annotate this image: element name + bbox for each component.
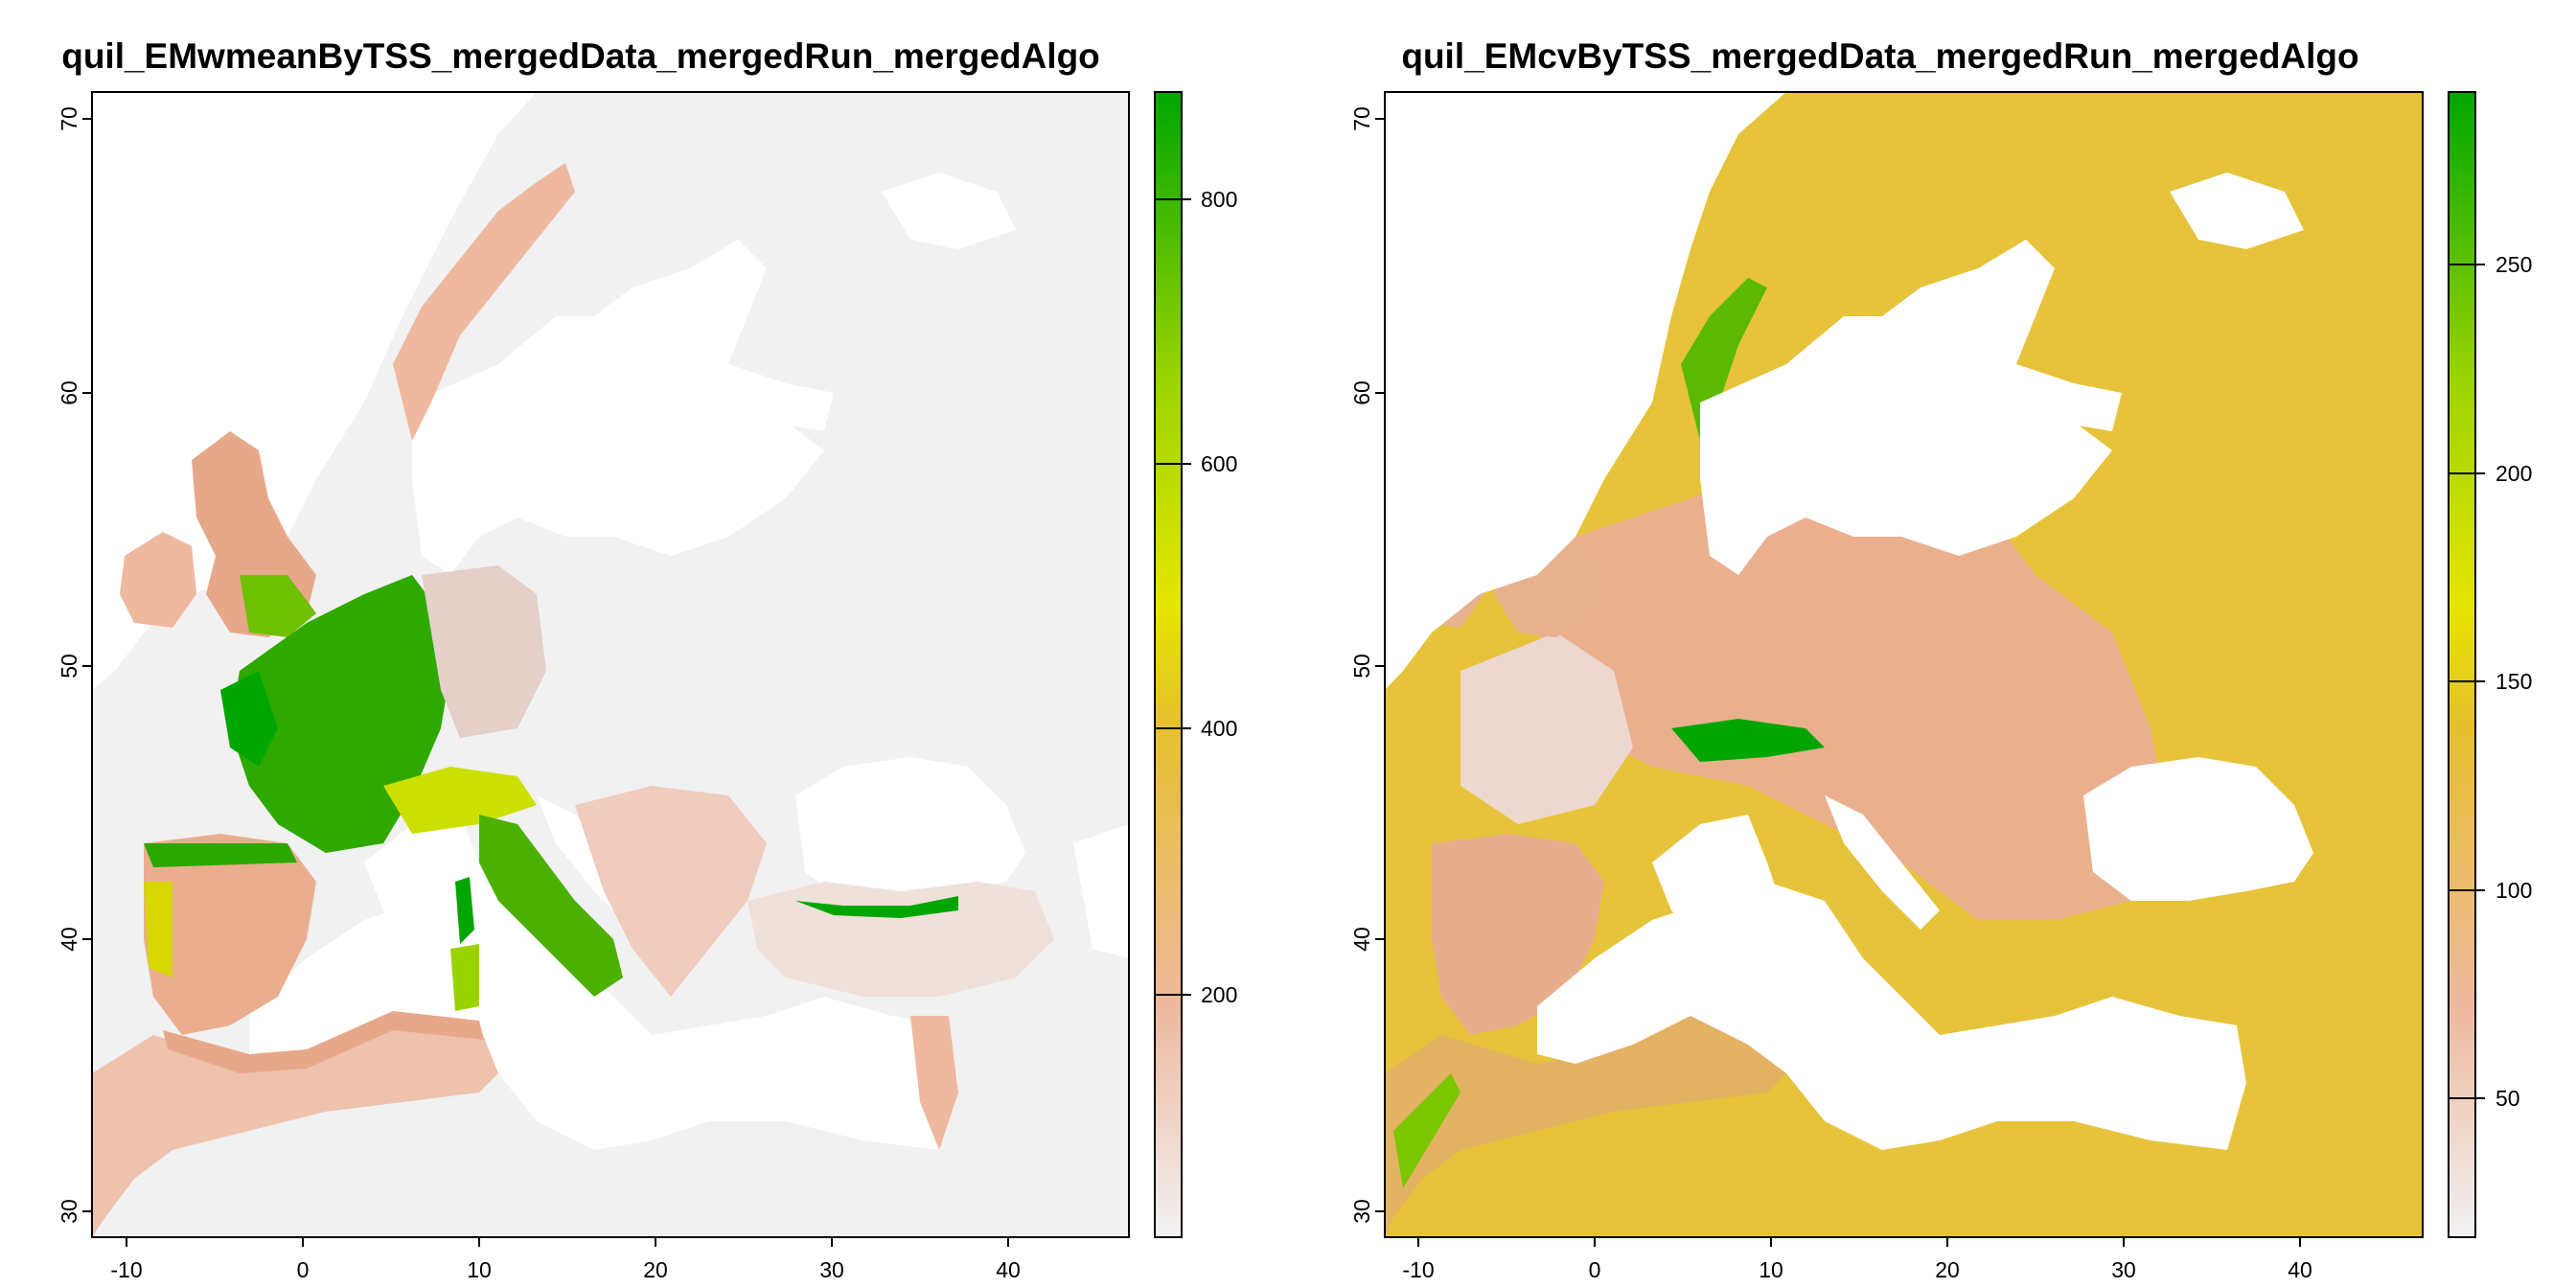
- sea-white: [882, 172, 1016, 249]
- colorbar-tick-label: 600: [1201, 451, 1237, 476]
- sea-atlantic: [92, 92, 537, 690]
- map-panel-wmean: quil_EMwmeanByTSS_mergedData_mergedRun_m…: [57, 36, 1237, 1282]
- x-tick-label: 0: [297, 1257, 310, 1282]
- land-north-africa: [1385, 1016, 1786, 1237]
- land-alps: [1671, 719, 1825, 762]
- y-tick-label: 50: [1349, 654, 1374, 678]
- map-title: quil_EMcvByTSS_mergedData_mergedRun_merg…: [1401, 36, 2359, 76]
- y-tick-label: 50: [57, 654, 81, 678]
- sea-tyrrhenian: [1652, 815, 1786, 949]
- land-north-africa-coast: [163, 1011, 484, 1073]
- land-iberia-west: [144, 882, 172, 978]
- land-blacksea-south-coast: [795, 896, 958, 918]
- colorbar-ticks: [1155, 198, 1191, 996]
- land-levant: [910, 1016, 958, 1150]
- land-iberia-north: [144, 843, 297, 867]
- sea-black: [795, 757, 1025, 901]
- colorbar-tick-label: 50: [2496, 1086, 2520, 1111]
- map-figure: -10 0 10 20 30 40 30 40 50 60 70 2: [57, 91, 1237, 1282]
- sea-white: [2170, 172, 2304, 249]
- plot-frame: [1384, 91, 2424, 1238]
- y-tick-label: 30: [57, 1199, 81, 1224]
- sea-caspian: [1073, 824, 1129, 958]
- colorbar-tick-label: 200: [1201, 982, 1237, 1007]
- map-raster: [1385, 92, 2313, 1237]
- map-figure: -10 0 10 20 30 40 30 40 50 60 70 5: [1349, 91, 2532, 1282]
- x-axis: [1417, 1237, 2301, 1247]
- colorbar-ticks: [2449, 264, 2485, 1099]
- x-tick-label: 30: [2111, 1257, 2136, 1282]
- sea-atlantic: [1385, 92, 1786, 690]
- colorbar-tick-label: 800: [1201, 187, 1237, 212]
- land-sardinia: [450, 944, 479, 1011]
- colorbar-tick-label: 150: [2496, 669, 2532, 694]
- land-ireland: [120, 532, 196, 628]
- x-tick-label: 20: [1935, 1257, 1960, 1282]
- colorbar-tick-label: 200: [2496, 461, 2532, 486]
- sea-adriatic: [1825, 795, 1940, 930]
- land-west-pale: [1460, 632, 1633, 824]
- land-north-africa-coast: [1393, 1073, 1460, 1188]
- sea-baltic: [594, 240, 834, 431]
- sea-baltic: [1882, 240, 2122, 431]
- y-axis: [1375, 118, 1385, 1212]
- map-panel-cv: quil_EMcvByTSS_mergedData_mergedRun_merg…: [1288, 0, 2576, 1288]
- land-north-africa: [92, 1016, 498, 1237]
- colorbar: [1154, 91, 1183, 1238]
- y-tick-label: 60: [1349, 380, 1374, 405]
- map-raster: [92, 92, 1129, 1237]
- x-tick-label: 0: [1589, 1257, 1601, 1282]
- y-tick-label: 60: [57, 380, 81, 405]
- land-norway: [393, 163, 575, 441]
- x-tick-label: 20: [643, 1257, 668, 1282]
- x-tick-label: -10: [1402, 1257, 1434, 1282]
- y-tick-label: 30: [1349, 1199, 1374, 1224]
- sea-north: [1700, 316, 2112, 575]
- land-italy: [479, 815, 623, 997]
- land-iberia: [1432, 834, 1604, 1035]
- x-tick-label: -10: [110, 1257, 142, 1282]
- colorbar-tick-label: 100: [2496, 878, 2532, 903]
- x-tick-label: 10: [467, 1257, 492, 1282]
- sea-mediterranean: [1537, 882, 2246, 1150]
- sea-black: [2083, 757, 2313, 901]
- y-tick-label: 40: [1349, 927, 1374, 952]
- x-tick-label: 40: [996, 1257, 1021, 1282]
- map-title: quil_EMwmeanByTSS_mergedData_mergedRun_m…: [61, 36, 1100, 76]
- x-tick-label: 30: [819, 1257, 844, 1282]
- land-france-west: [220, 671, 278, 767]
- land-turkey: [748, 882, 1054, 997]
- x-axis: [126, 1237, 1009, 1247]
- land-alps: [383, 767, 537, 834]
- land-germany: [422, 565, 546, 738]
- y-axis: [82, 118, 92, 1212]
- y-tick-label: 70: [57, 106, 81, 131]
- land-balkans: [575, 786, 767, 997]
- sea-north: [412, 316, 824, 575]
- y-tick-label: 70: [1349, 106, 1374, 131]
- x-tick-label: 10: [1759, 1257, 1783, 1282]
- colorbar: [2448, 91, 2476, 1238]
- land-corsica: [455, 877, 474, 944]
- land-norway-coast: [1681, 278, 1767, 441]
- land-central: [1528, 450, 2170, 920]
- y-tick-label: 40: [57, 927, 81, 952]
- colorbar-tick-label: 250: [2496, 252, 2532, 277]
- colorbar-tick-label: 400: [1201, 716, 1237, 741]
- sea-mediterranean: [249, 882, 958, 1150]
- land-britain-south: [240, 575, 316, 637]
- x-tick-label: 40: [2288, 1257, 2312, 1282]
- plot-frame: [91, 91, 1130, 1238]
- land-iberia: [144, 834, 316, 1035]
